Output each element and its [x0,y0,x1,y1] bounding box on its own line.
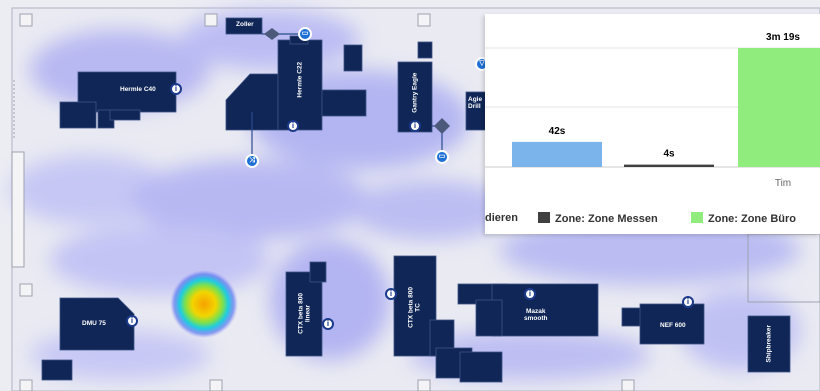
machine-label-ship: Shipbreaker [765,324,773,363]
zone-time-chart: 42s 4s 3m 19s Tim dieren Zone: Zone Messen… [485,14,820,234]
info-pin-icon[interactable]: i [524,288,536,300]
info-pin-icon[interactable]: i [409,120,421,132]
data-label-1: 42s [549,126,566,137]
chart-plot-area: 42s 4s 3m 19s Tim [485,32,820,189]
x-tick-label: Tim [775,178,791,189]
legend-item-2[interactable]: Zone: Zone Messen [538,212,658,225]
shuffle-node-icon[interactable]: ⤨ [245,154,259,168]
machine-label-mazak: Mazak smooth [524,308,548,323]
info-pin-icon[interactable]: i [126,315,138,327]
legend-item-1[interactable]: dieren [485,212,519,224]
info-pin-icon[interactable]: i [385,288,397,300]
machine-label-gantry-eagle: Gantry Eagle [411,72,419,113]
chart-legend: dieren Zone: Zone Messen Zone: Zone Büro [485,210,820,228]
info-pin-icon[interactable]: i [322,318,334,330]
machine-label-agie: Agie Drill [468,96,483,111]
machine-label-hermle-c22: Hermle C22 [296,61,304,98]
bar-3[interactable] [738,48,820,167]
bar-2[interactable] [624,164,714,167]
legend-swatch [538,212,550,223]
machine-label-ctx-800-linear: CTX beta 800 linear [297,293,312,334]
zoller-node-icon[interactable]: ▭ [298,27,312,41]
legend-swatch [691,212,703,223]
machine-label-dmu-75: DMU 75 [82,320,106,327]
legend-item-3[interactable]: Zone: Zone Büro [691,212,796,225]
info-pin-icon[interactable]: i [682,296,694,308]
machine-label-ctx-800-tc: CTX beta 800 TC [407,287,422,328]
machine-label-nef-600: NEF 600 [660,322,686,329]
machine-label-zoller: Zoller [236,21,254,28]
bar-1[interactable] [512,141,602,167]
info-pin-icon[interactable]: i [287,120,299,132]
data-label-2: 4s [663,149,675,160]
data-label-3: 3m 19s [766,32,800,43]
machine-label-hermle-c40: Hermle C40 [120,86,156,93]
station-node-icon[interactable]: ▭ [435,150,449,164]
info-pin-icon[interactable]: i [170,83,182,95]
